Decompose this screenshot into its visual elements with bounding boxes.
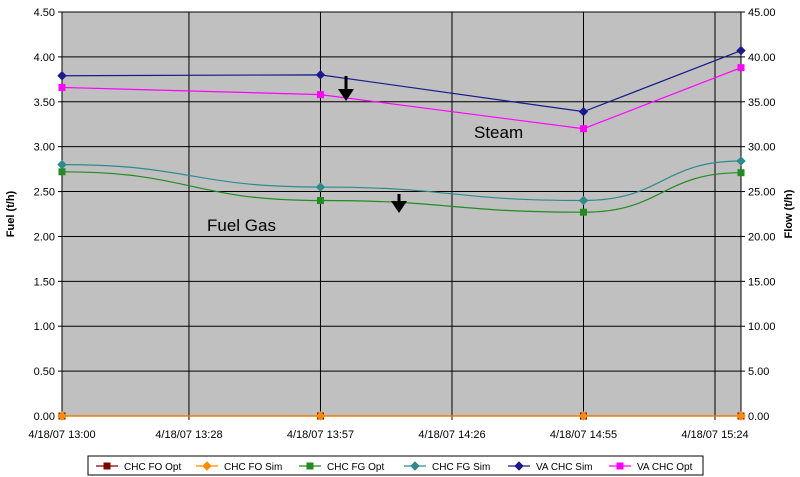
data-point: [578, 106, 589, 117]
right-tick-label: 45.00: [748, 7, 776, 19]
data-point: [57, 159, 67, 170]
legend-item: VA CHC Opt: [609, 462, 693, 473]
x-tick-label: 4/18/07 14:26: [418, 429, 485, 441]
data-point: [579, 208, 587, 216]
series-line: [61, 67, 742, 130]
series-line: [61, 171, 742, 213]
legend-marker: [103, 462, 111, 470]
data-point: [316, 197, 324, 205]
series-chc-fg-sim: [57, 156, 746, 206]
legend-item: CHC FO Sim: [196, 461, 282, 473]
right-tick-label: 0.00: [748, 411, 769, 423]
x-tick-label: 4/18/07 14:55: [550, 429, 617, 441]
x-tick-label: 4/18/07 13:57: [287, 429, 354, 441]
data-point: [579, 125, 587, 133]
data-point: [316, 91, 324, 99]
left-tick-label: 3.00: [34, 142, 55, 154]
legend-label: VA CHC Opt: [637, 462, 693, 473]
series-line: [61, 50, 742, 113]
data-point: [736, 156, 746, 166]
legend-label: CHC FO Sim: [224, 462, 282, 473]
series-line: [61, 160, 742, 202]
right-tick-label: 5.00: [748, 366, 769, 378]
data-point: [57, 71, 67, 81]
data-point: [57, 411, 67, 421]
x-axis-ticks: 4/18/07 13:00 4/18/07 13:28 4/18/07 13:57 4…: [28, 416, 749, 441]
left-axis-ticks: 0.00 0.50 1.00 1.50 2.00 2.50 3.00 3.50 4.00 4.50: [34, 7, 62, 423]
right-tick-label: 40.00: [748, 52, 776, 64]
legend-label: VA CHC Sim: [536, 462, 593, 473]
legend-item: CHC FG Sim: [404, 461, 490, 473]
x-tick-label: 4/18/07 13:00: [28, 429, 95, 441]
legend-label: CHC FO Opt: [124, 462, 181, 473]
legend-item: CHC FG Opt: [299, 462, 384, 473]
legend-marker: [410, 461, 420, 471]
series-chc-fo-sim: [57, 411, 746, 421]
left-tick-label: 0.50: [34, 366, 55, 378]
data-point: [58, 168, 66, 176]
left-axis-title: Fuel (t/h): [5, 190, 17, 237]
series-va-chc-opt: [58, 64, 745, 133]
right-tick-label: 30.00: [748, 142, 776, 154]
down-arrow: [338, 76, 354, 101]
down-arrow: [391, 194, 407, 213]
data-point: [578, 411, 589, 421]
right-axis-ticks: 0.00 5.00 10.00 15.00 20.00 25.00 30.00 35.00 40…: [741, 7, 776, 423]
x-tick-label: 4/18/07 15:24: [681, 429, 748, 441]
plot-area: [61, 11, 742, 417]
series-chc-fg-opt: [58, 168, 745, 216]
series-va-chc-sim: [57, 45, 746, 117]
legend-box: [87, 455, 704, 476]
left-tick-label: 2.50: [34, 187, 55, 199]
legend-marker: [514, 461, 524, 471]
arrow-head: [338, 89, 354, 101]
left-tick-label: 3.50: [34, 97, 55, 109]
legend-marker: [202, 461, 212, 471]
right-tick-label: 20.00: [748, 231, 776, 243]
legend-item: VA CHC Sim: [508, 461, 593, 473]
right-tick-label: 25.00: [748, 187, 776, 199]
legend-marker: [616, 462, 624, 470]
left-tick-label: 2.00: [34, 231, 55, 243]
left-tick-label: 1.00: [34, 321, 55, 333]
steam-annotation: Steam: [474, 123, 523, 142]
data-point: [315, 70, 326, 80]
legend-label: CHC FG Sim: [432, 462, 490, 473]
data-point: [737, 169, 745, 177]
left-tick-label: 1.50: [34, 276, 55, 288]
left-tick-label: 4.50: [34, 7, 55, 19]
right-tick-label: 35.00: [748, 97, 776, 109]
left-tick-label: 4.00: [34, 52, 55, 64]
legend: CHC FO Opt CHC FO Sim CHC FG Opt CHC FG Sim…: [87, 455, 704, 476]
data-point: [315, 182, 326, 192]
annotation-arrows: [338, 76, 407, 213]
fuel-gas-annotation: Fuel Gas: [207, 216, 276, 235]
arrow-head: [391, 201, 407, 213]
legend-label: CHC FG Opt: [327, 462, 384, 473]
data-point: [58, 83, 66, 91]
legend-item: CHC FO Opt: [96, 462, 181, 473]
data-point: [578, 195, 589, 206]
right-tick-label: 10.00: [748, 321, 776, 333]
right-axis-title: Flow (t/h): [783, 189, 795, 238]
right-tick-label: 15.00: [748, 276, 776, 288]
series-lines: [57, 45, 746, 421]
data-point: [737, 64, 745, 72]
data-point: [736, 411, 746, 421]
legend-marker: [306, 462, 314, 470]
data-point: [736, 45, 746, 56]
x-tick-label: 4/18/07 13:28: [155, 429, 222, 441]
data-point: [315, 411, 326, 421]
left-tick-label: 0.00: [34, 411, 55, 423]
